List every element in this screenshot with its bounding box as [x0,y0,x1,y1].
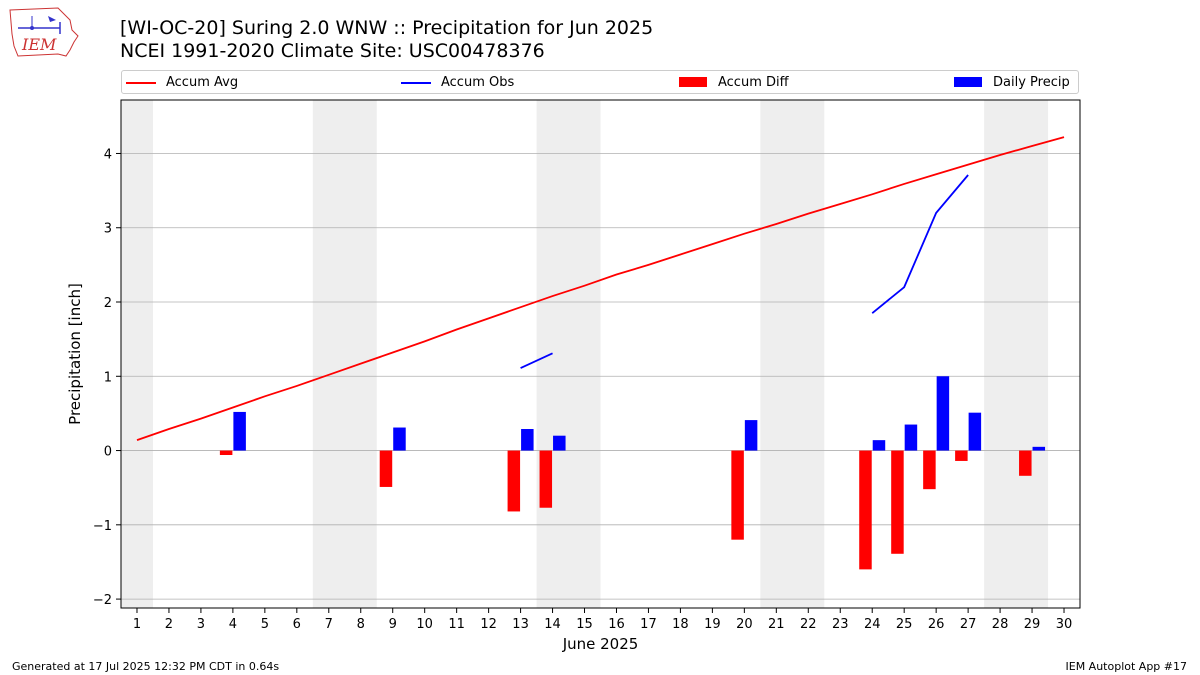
chart-title: [WI-OC-20] Suring 2.0 WNW :: Precipitati… [120,17,654,39]
daily-precip-bar-day-25 [904,424,918,451]
weekend-shade-1 [312,100,377,608]
accum-diff-bar-day-27 [955,450,968,461]
accum-avg-line [136,136,1065,442]
accum-diff-bar-day-29 [1019,450,1032,476]
xtick-label-22: 22 [800,617,817,632]
daily-precip-bar-day-29 [1032,446,1046,451]
legend-swatch-accum-avg [126,82,156,84]
accum-diff-bar-day-14 [539,450,553,508]
x-axis-label: June 2025 [562,635,639,653]
legend-swatch-accum-diff [679,77,707,87]
legend-label-daily-precip: Daily Precip [993,75,1070,90]
xtick-label-26: 26 [928,617,945,632]
ytick-label--1: −1 [93,519,112,534]
xtick-label-18: 18 [672,617,689,632]
xtick-label-19: 19 [704,617,721,632]
xtick-label-4: 4 [229,617,237,632]
weather-station-icon [18,16,61,34]
xtick-label-11: 11 [448,617,465,632]
xtick-label-15: 15 [576,617,593,632]
xtick-label-16: 16 [608,617,625,632]
accum-diff-bar-day-20 [731,450,744,540]
xtick-label-21: 21 [768,617,785,632]
xtick-label-20: 20 [736,617,753,632]
xtick-label-30: 30 [1056,617,1073,632]
weekend-shade-4 [984,100,1049,608]
xtick-label-23: 23 [832,617,849,632]
legend-swatch-daily-precip [954,77,982,87]
xtick-label-10: 10 [416,617,433,632]
ytick-label-3: 3 [104,222,112,237]
ytick-label-2: 2 [104,296,112,311]
xtick-label-29: 29 [1024,617,1041,632]
accum-obs-line-0 [520,352,553,369]
ytick-label--2: −2 [93,593,112,608]
xtick-label-8: 8 [357,617,365,632]
xtick-label-7: 7 [325,617,333,632]
xtick-label-1: 1 [133,617,141,632]
xtick-label-17: 17 [640,617,657,632]
daily-precip-bar-day-27 [968,412,982,451]
plot-frame [120,99,1081,609]
xtick-label-13: 13 [512,617,529,632]
weekend-shade-0 [121,100,153,608]
daily-precip-bar-day-4 [233,411,246,451]
xtick-label-12: 12 [480,617,497,632]
accum-diff-bar-day-26 [923,450,936,490]
xtick-label-28: 28 [992,617,1009,632]
daily-precip-bar-day-24 [872,440,886,451]
logo-text: IEM [21,35,57,54]
iem-logo: IEM [9,7,79,57]
ytick-label-0: 0 [104,445,112,460]
xtick-label-27: 27 [960,617,977,632]
xtick-label-9: 9 [389,617,397,632]
xtick-label-25: 25 [896,617,913,632]
accum-diff-bar-day-13 [507,450,521,512]
footer-generated: Generated at 17 Jul 2025 12:32 PM CDT in… [12,660,280,673]
daily-precip-bar-day-9 [393,427,406,451]
chart-legend: Accum Avg Accum Obs Accum Diff Daily Pre… [121,70,1079,94]
legend-swatch-accum-obs [401,82,431,84]
ytick-label-4: 4 [104,147,112,162]
accum-diff-bar-day-25 [891,450,904,554]
chart-subtitle: NCEI 1991-2020 Climate Site: USC00478376 [120,40,545,62]
accum-diff-bar-day-4 [219,450,233,456]
xtick-label-24: 24 [864,617,881,632]
y-axis-label: Precipitation [inch] [66,283,84,425]
weekend-shade-3 [760,100,825,608]
accum-obs-line-1 [871,174,969,314]
xtick-label-5: 5 [261,617,269,632]
ytick-label-1: 1 [104,370,112,385]
accum-diff-bar-day-24 [859,450,872,570]
xtick-label-6: 6 [293,617,301,632]
xtick-label-14: 14 [544,617,561,632]
legend-label-accum-avg: Accum Avg [166,75,239,90]
xtick-label-3: 3 [197,617,205,632]
xtick-label-2: 2 [165,617,173,632]
daily-precip-bar-day-13 [521,429,534,451]
weekend-shade-2 [536,100,601,608]
legend-label-accum-obs: Accum Obs [441,75,515,90]
daily-precip-bar-day-26 [936,376,950,451]
daily-precip-bar-day-20 [744,420,758,451]
accum-diff-bar-day-9 [379,450,393,487]
legend-label-accum-diff: Accum Diff [718,75,789,90]
footer-app: IEM Autoplot App #17 [1065,660,1188,673]
daily-precip-bar-day-14 [553,435,566,451]
